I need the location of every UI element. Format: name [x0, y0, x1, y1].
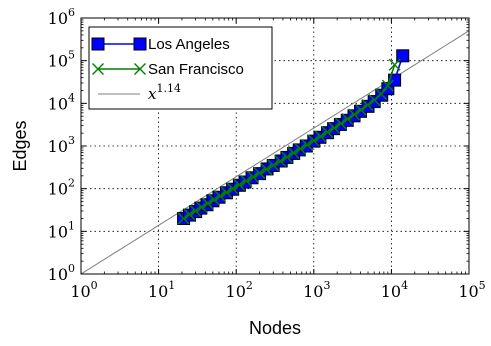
san-francisco-point [328, 121, 341, 134]
san-francisco-point [388, 58, 401, 71]
legend-marker-san-francisco [92, 63, 104, 75]
san-francisco-point [177, 212, 190, 225]
san-francisco-point [361, 99, 374, 112]
san-francisco-point [253, 167, 266, 180]
san-francisco-point [334, 117, 347, 130]
plot-frame [80, 17, 470, 275]
plot-series [81, 30, 469, 274]
san-francisco-point [280, 151, 293, 164]
legend-box [88, 26, 273, 110]
los-angeles-point [388, 73, 402, 87]
san-francisco-point [307, 134, 320, 147]
san-francisco-point [375, 88, 388, 101]
x-tick-label: 104 [381, 279, 408, 301]
san-francisco-point [301, 138, 314, 151]
y-tick-label: 100 [48, 262, 75, 284]
y-tick-label: 105 [48, 49, 75, 71]
x-axis-title: Nodes [249, 318, 301, 338]
legend-marker-san-francisco [134, 63, 146, 75]
san-francisco-point [240, 174, 253, 187]
san-francisco-point [260, 163, 273, 176]
y-tick-label: 101 [48, 219, 75, 241]
san-francisco-point [294, 142, 307, 155]
san-francisco-point [381, 79, 394, 92]
legend-label-san-francisco: San Francisco [148, 61, 244, 78]
x-tick-label: 100 [70, 279, 97, 301]
san-francisco-point [208, 193, 221, 206]
los-angeles-point [396, 49, 410, 63]
x-tick-label: 103 [303, 279, 330, 301]
legend-label-reference: x1.14 [148, 82, 181, 103]
san-francisco-point [220, 186, 233, 199]
y-tick-label: 104 [48, 91, 75, 113]
x-tick-label: 101 [148, 279, 175, 301]
x-tick-label: 105 [458, 279, 485, 301]
y-tick-label: 102 [48, 177, 75, 199]
san-francisco-point [267, 159, 280, 172]
san-francisco-point [214, 190, 227, 203]
reference-line [81, 30, 469, 274]
san-francisco-point [341, 113, 354, 126]
san-francisco-point [247, 170, 260, 183]
san-francisco-point [348, 108, 361, 121]
san-francisco-point [189, 204, 202, 217]
san-francisco-point [287, 146, 300, 159]
y-tick-label: 103 [48, 134, 75, 156]
san-francisco-point [233, 178, 246, 191]
y-axis-title: Edges [10, 120, 30, 171]
san-francisco-point [321, 126, 334, 139]
legend-marker-los-angeles [91, 37, 105, 51]
san-francisco-point [354, 103, 367, 116]
legend-label-los-angeles: Los Angeles [148, 36, 230, 53]
san-francisco-point [201, 197, 214, 210]
san-francisco-point [314, 130, 327, 143]
grid-lines [81, 18, 469, 274]
legend: Los Angeles San Francisco x1.14 [88, 26, 273, 110]
y-tick-label: 106 [48, 6, 75, 28]
san-francisco-point [183, 208, 196, 221]
san-francisco-point [195, 201, 208, 214]
x-tick-label: 102 [226, 279, 253, 301]
san-francisco-point [274, 155, 287, 168]
san-francisco-point [226, 182, 239, 195]
legend-marker-los-angeles [133, 37, 147, 51]
